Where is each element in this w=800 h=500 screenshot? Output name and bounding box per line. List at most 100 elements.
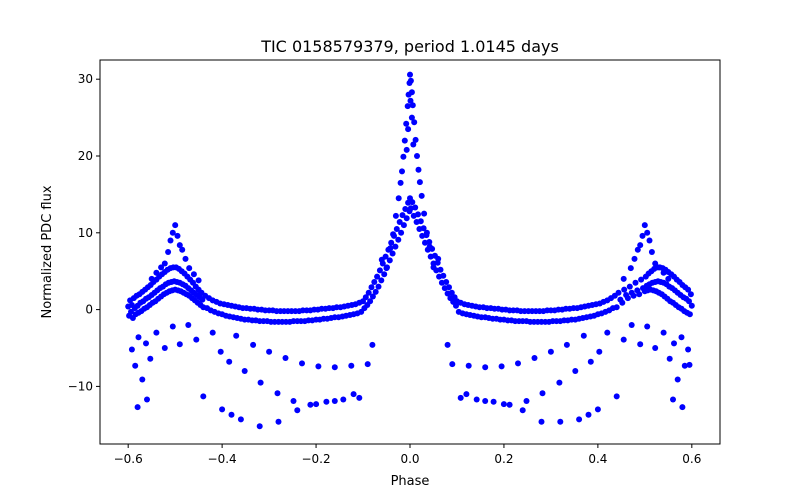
data-point xyxy=(331,364,338,371)
data-point xyxy=(408,114,415,121)
data-point xyxy=(437,266,444,273)
data-point xyxy=(448,289,455,296)
x-tick-label: 0.4 xyxy=(588,452,607,466)
data-point xyxy=(646,237,653,244)
data-point xyxy=(372,288,379,295)
y-tick-label: 10 xyxy=(78,226,93,240)
data-point xyxy=(619,299,626,306)
data-point xyxy=(367,298,374,305)
data-point xyxy=(688,302,695,309)
data-point xyxy=(407,71,413,78)
data-point xyxy=(315,363,322,370)
data-point xyxy=(365,289,372,296)
data-point xyxy=(401,137,408,144)
data-point xyxy=(282,355,289,361)
data-point xyxy=(538,418,545,425)
data-point xyxy=(679,404,686,411)
data-point xyxy=(557,418,564,425)
data-point xyxy=(453,302,459,309)
x-tick-label: 0.6 xyxy=(682,452,701,466)
data-point xyxy=(148,275,155,282)
data-point xyxy=(369,341,376,348)
data-point xyxy=(620,336,627,343)
data-point xyxy=(257,379,264,386)
y-axis-label: Normalized PDC flux xyxy=(40,185,55,318)
data-point xyxy=(626,283,633,290)
data-point xyxy=(412,136,419,143)
data-point xyxy=(158,264,165,271)
data-point xyxy=(193,336,200,343)
data-point xyxy=(409,102,416,109)
data-point xyxy=(409,199,416,206)
data-point xyxy=(400,153,407,160)
data-point xyxy=(418,192,425,199)
data-point xyxy=(563,341,570,348)
data-point xyxy=(624,295,631,302)
data-point xyxy=(400,222,407,229)
data-point xyxy=(627,265,634,272)
data-point xyxy=(572,368,579,374)
x-tick-label: −0.6 xyxy=(114,452,143,466)
data-point xyxy=(685,286,692,293)
data-point xyxy=(374,273,381,280)
data-point xyxy=(670,396,676,403)
data-point xyxy=(648,249,655,255)
y-tick-label: 0 xyxy=(85,303,93,317)
data-point xyxy=(389,250,396,257)
chart-title: TIC 0158579379, period 1.0145 days xyxy=(260,37,559,56)
data-point xyxy=(621,286,628,293)
data-point xyxy=(531,355,538,361)
data-point xyxy=(473,396,480,403)
data-point xyxy=(465,362,472,369)
y-tick-label: 30 xyxy=(78,72,93,86)
data-point xyxy=(500,401,507,408)
data-point xyxy=(185,322,192,328)
data-point xyxy=(399,168,405,175)
data-point xyxy=(403,120,410,127)
y-tick-label: −10 xyxy=(68,379,93,393)
data-point xyxy=(381,271,388,278)
data-point xyxy=(403,146,410,153)
data-point xyxy=(182,255,189,262)
data-point xyxy=(195,277,202,284)
data-point xyxy=(665,275,672,282)
data-point xyxy=(128,308,134,315)
data-point xyxy=(444,341,451,348)
data-point xyxy=(348,362,355,369)
data-point xyxy=(440,272,447,279)
data-point xyxy=(415,211,421,218)
data-point xyxy=(237,416,244,423)
data-point xyxy=(671,340,677,347)
data-point xyxy=(233,332,240,339)
data-point xyxy=(426,239,433,245)
data-point xyxy=(407,97,414,104)
data-point xyxy=(176,341,183,348)
data-point xyxy=(274,390,281,397)
x-tick-label: 0.0 xyxy=(400,452,419,466)
data-point xyxy=(652,260,659,267)
data-point xyxy=(519,407,526,414)
data-point xyxy=(397,179,404,186)
data-point xyxy=(443,279,450,285)
data-point xyxy=(506,401,513,408)
data-point xyxy=(637,341,644,348)
data-point xyxy=(615,289,622,296)
data-point xyxy=(416,179,423,186)
data-point xyxy=(666,355,673,362)
data-point xyxy=(383,265,390,272)
data-point xyxy=(395,195,402,202)
data-point xyxy=(576,416,583,423)
data-point xyxy=(539,390,546,397)
data-point xyxy=(523,398,530,404)
data-point xyxy=(632,279,639,286)
scatter-points xyxy=(125,71,695,430)
data-point xyxy=(515,360,521,367)
data-point xyxy=(644,323,651,330)
data-point xyxy=(250,341,257,348)
x-tick-label: −0.2 xyxy=(301,452,330,466)
data-point xyxy=(620,275,627,282)
data-point xyxy=(323,398,330,405)
data-point xyxy=(685,346,692,353)
data-point xyxy=(161,260,168,267)
